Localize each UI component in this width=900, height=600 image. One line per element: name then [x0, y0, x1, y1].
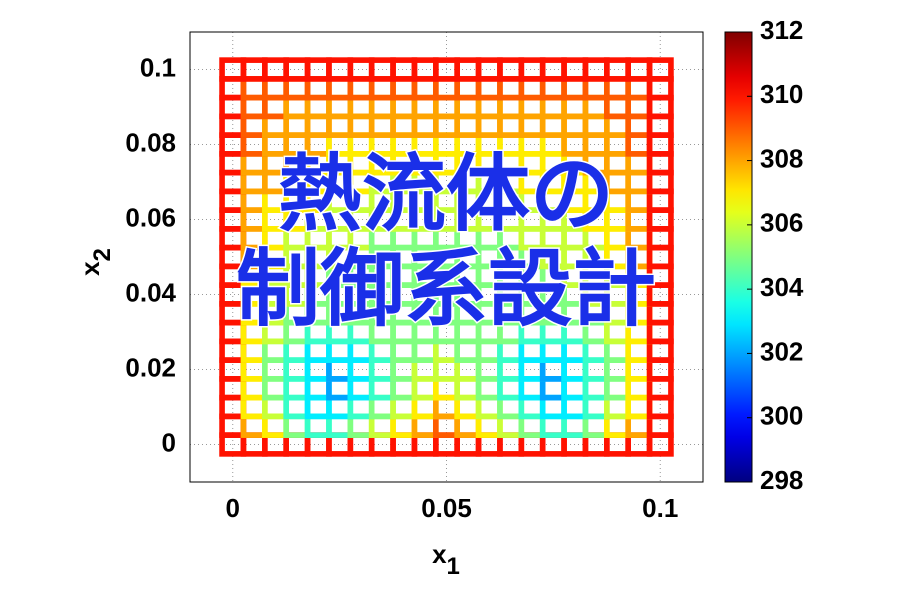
y-label-base: x: [75, 261, 105, 276]
mesh: [219, 57, 674, 457]
mesh-cell: [326, 57, 354, 82]
colorbar-tick-label: 306: [760, 208, 803, 238]
colorbar-tick-label: 298: [760, 465, 803, 495]
mesh-cell: [646, 57, 674, 82]
x-label: x1: [432, 539, 460, 580]
colorbar: [724, 31, 753, 483]
y-label: x2: [75, 248, 116, 276]
mesh-cell: [539, 57, 567, 82]
y-tick-label: 0.02: [125, 352, 176, 382]
x-label-base: x: [432, 539, 447, 569]
x-tick-label: 0: [226, 493, 240, 523]
y-tick-label: 0.04: [125, 277, 176, 307]
mesh-cell: [283, 57, 311, 82]
colorbar-tick-label: 308: [760, 143, 803, 173]
overlay-title: 熱流体の: [278, 145, 614, 243]
mesh-cell: [219, 57, 247, 82]
mesh-cell: [475, 57, 503, 82]
colorbar-tick-label: 310: [760, 79, 803, 109]
colorbar-tick-label: 302: [760, 336, 803, 366]
x-tick-label: 0.05: [421, 493, 472, 523]
x-label-sub: 1: [447, 553, 460, 580]
mesh-cell: [347, 57, 375, 82]
axes-box: [189, 31, 704, 483]
colorbar-tick-label: 312: [760, 15, 803, 45]
overlay-title: 制御系設計: [236, 240, 656, 338]
y-tick-label: 0.06: [125, 202, 176, 232]
y-label-sub: 2: [89, 248, 116, 261]
mesh-cell: [390, 57, 418, 82]
x-tick-label: 0.1: [642, 493, 678, 523]
mesh-cell: [582, 57, 610, 82]
mesh-cell: [411, 57, 439, 82]
y-tick-label: 0: [162, 427, 176, 457]
colorbar-tick-label: 304: [760, 272, 804, 302]
grid: [190, 32, 703, 482]
colorbar-tick-label: 300: [760, 401, 803, 431]
mesh-cell: [454, 57, 482, 82]
mesh-cell: [518, 57, 546, 82]
y-tick-label: 0.1: [140, 52, 176, 82]
y-tick-label: 0.08: [125, 127, 176, 157]
